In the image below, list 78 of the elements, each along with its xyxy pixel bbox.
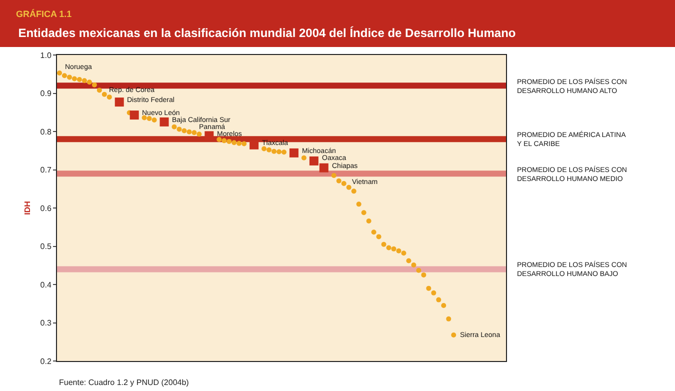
point [142, 115, 147, 120]
y-tick-label: 0.4 [40, 280, 52, 290]
point [92, 82, 97, 88]
point [82, 78, 87, 84]
point [376, 234, 382, 240]
point [451, 332, 456, 338]
point [182, 128, 187, 134]
point [341, 181, 346, 186]
point [262, 146, 267, 152]
point [62, 73, 67, 78]
point [160, 117, 169, 126]
point [86, 80, 92, 85]
y-tick-label: 0.5 [40, 242, 52, 252]
point [242, 141, 247, 146]
point [336, 178, 342, 184]
point [232, 140, 237, 146]
point [272, 148, 277, 154]
point [366, 218, 372, 224]
point [356, 202, 362, 207]
point [172, 124, 177, 130]
point [146, 116, 152, 121]
point [331, 172, 336, 178]
point [192, 130, 197, 136]
point [401, 250, 406, 256]
point [96, 88, 102, 93]
point [421, 272, 426, 278]
y-tick-label: 0.2 [40, 356, 52, 366]
point [416, 268, 422, 273]
source-note: Fuente: Cuadro 1.2 y PNUD (2004b) [59, 378, 190, 387]
point [441, 303, 446, 308]
point [186, 129, 192, 134]
point [114, 98, 124, 107]
point [72, 76, 77, 82]
point [57, 70, 62, 76]
text: GRÁFICA 1.1 [16, 9, 72, 19]
point [76, 76, 82, 82]
point [446, 316, 452, 322]
point [130, 110, 139, 120]
point [396, 248, 402, 254]
y-tick-label: 0.8 [40, 127, 52, 136]
point [176, 126, 182, 132]
point [226, 138, 232, 144]
point [319, 163, 328, 172]
point [436, 297, 442, 302]
point [250, 140, 259, 150]
point [309, 156, 318, 166]
point [196, 132, 202, 137]
point [222, 138, 227, 144]
point [411, 262, 416, 268]
y-tick-label: 0.7 [40, 166, 52, 175]
point [204, 131, 214, 140]
y-tick-label: 0.3 [40, 318, 52, 328]
point [386, 245, 392, 250]
point [426, 286, 432, 291]
point [236, 140, 242, 146]
point [371, 230, 376, 235]
point [216, 137, 222, 142]
point [106, 94, 112, 100]
y-tick-label: 1.0 [40, 50, 52, 60]
point [346, 184, 352, 190]
point [281, 150, 286, 155]
point [361, 210, 366, 216]
y-axis-title: IDH [22, 200, 32, 215]
y-tick-label: 0.9 [40, 89, 52, 98]
point [266, 147, 272, 152]
point [102, 92, 107, 97]
point [301, 155, 306, 160]
point [431, 290, 436, 296]
y-tick-label: 0.6 [40, 204, 52, 213]
point [406, 258, 412, 264]
point [66, 74, 72, 80]
chart-title: Entidades mexicanas en la clasificación mundial 2004 del Índice de Desarrollo Humano [18, 26, 516, 40]
point [391, 246, 396, 252]
point [351, 188, 356, 194]
point [381, 242, 386, 247]
point [276, 149, 282, 154]
point [289, 148, 298, 158]
point [152, 118, 157, 123]
